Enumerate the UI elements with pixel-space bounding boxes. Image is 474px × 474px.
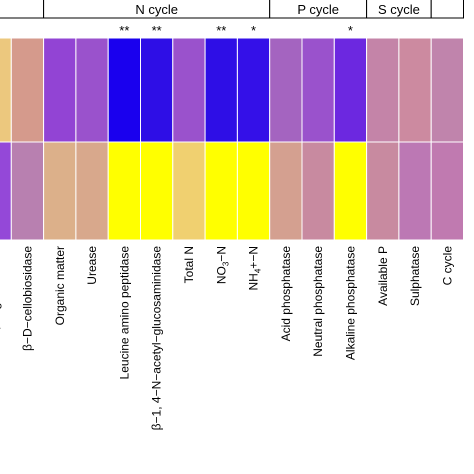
- heatmap-cell: [10, 141, 45, 241]
- heatmap-cell: [140, 141, 174, 241]
- column-label: β−D−cellobiosidase: [20, 246, 34, 351]
- heatmap-cell: [75, 37, 109, 143]
- heatmap-cell: [236, 141, 271, 241]
- heatmap-cell: [430, 141, 465, 241]
- heatmap-cell: [236, 37, 271, 143]
- column-label: Sulphatase: [408, 246, 422, 306]
- heatmap-cell: [333, 141, 368, 241]
- heatmap-cell: [204, 37, 238, 143]
- heatmap-cell: [0, 37, 12, 143]
- significance-marker: *: [348, 23, 353, 38]
- heatmap-cell: [398, 37, 432, 143]
- heatmap-cell: [107, 37, 141, 143]
- heatmap-cell: [366, 141, 400, 241]
- column-label: NH4+−N: [247, 246, 263, 290]
- heatmap-cell: [140, 37, 174, 143]
- heatmap-cell: [301, 141, 335, 241]
- column-label: Urease: [85, 246, 99, 285]
- heatmap-cell: [172, 141, 206, 241]
- column-label: Neutral phosphatase: [311, 246, 325, 357]
- group-header-label: N cycle: [135, 2, 178, 17]
- column-label: α−1, 4−glucosidase: [0, 246, 2, 351]
- heatmap-cell: [269, 37, 303, 143]
- column-label: C cycle: [440, 246, 454, 286]
- column-label: Organic matter: [53, 246, 67, 325]
- column-label: Alkaline phosphatase: [343, 246, 357, 360]
- column-label: Acid phosphatase: [279, 246, 293, 342]
- heatmap-cell: [430, 37, 465, 143]
- heatmap-cell: [172, 37, 206, 143]
- heatmap-cell: [43, 37, 77, 143]
- column-label: Available P: [376, 246, 390, 306]
- heatmap-cell: [398, 141, 432, 241]
- heatmap-cell: [204, 141, 238, 241]
- column-label: β−1, 4−N−acetyl−glucosaminidase: [150, 246, 164, 431]
- heatmap-cell: [75, 141, 109, 241]
- group-header-box: [430, 0, 465, 19]
- column-label: Total N: [182, 246, 196, 283]
- significance-marker: *: [251, 23, 256, 38]
- heatmap-cell: [366, 37, 400, 143]
- column-label: Leucine amino peptidase: [117, 246, 131, 380]
- heatmap-cell: [107, 141, 141, 241]
- group-header-label: P cycle: [297, 2, 339, 17]
- significance-marker: **: [119, 23, 129, 38]
- significance-marker: **: [216, 23, 226, 38]
- group-header-label: S cycle: [378, 2, 420, 17]
- heatmap-cell: [10, 37, 45, 143]
- heatmap-cell: [301, 37, 335, 143]
- significance-marker: **: [152, 23, 162, 38]
- heatmap-cell: [43, 141, 77, 241]
- column-label: NO3−N: [214, 246, 230, 284]
- heatmap-cell: [333, 37, 368, 143]
- heatmap-cell: [0, 141, 12, 241]
- heatmap-cell: [269, 141, 303, 241]
- group-header-box: [0, 0, 45, 19]
